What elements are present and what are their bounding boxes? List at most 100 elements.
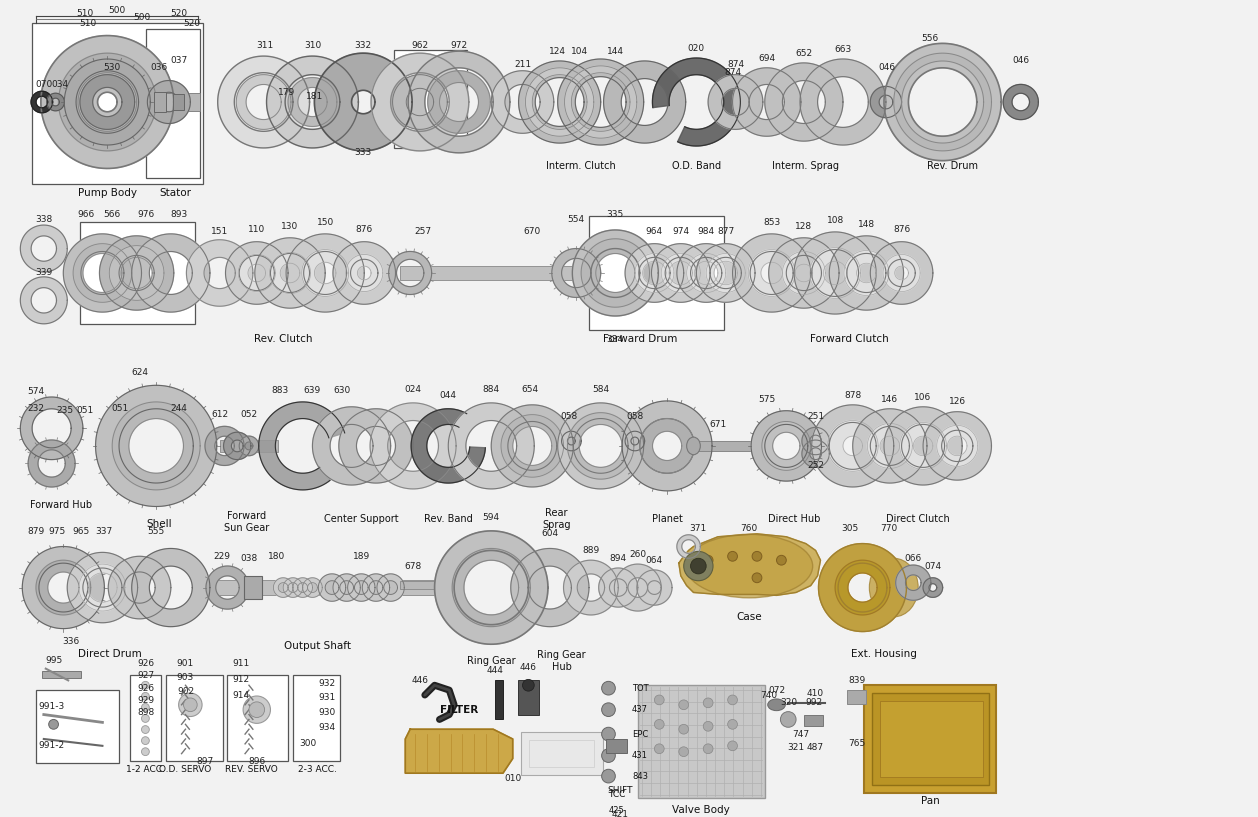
Polygon shape: [893, 53, 991, 151]
Text: 760: 760: [741, 525, 757, 534]
Text: 446: 446: [520, 663, 537, 672]
Polygon shape: [518, 61, 600, 143]
Text: 336: 336: [63, 636, 79, 645]
Polygon shape: [871, 87, 902, 118]
Circle shape: [752, 551, 762, 561]
Polygon shape: [492, 405, 574, 487]
Circle shape: [727, 741, 737, 751]
Polygon shape: [377, 574, 404, 601]
Text: 337: 337: [96, 528, 113, 537]
Text: Pump Body: Pump Body: [78, 188, 137, 198]
Text: Forward Drum: Forward Drum: [603, 334, 677, 345]
Text: 903: 903: [177, 673, 194, 682]
Text: 574: 574: [28, 386, 44, 395]
Text: 070: 070: [35, 80, 53, 89]
Text: 992: 992: [805, 699, 823, 708]
Bar: [496, 681, 503, 720]
Polygon shape: [819, 543, 907, 632]
Bar: [293, 676, 340, 761]
Polygon shape: [362, 574, 390, 601]
Polygon shape: [20, 277, 67, 324]
Polygon shape: [492, 71, 554, 133]
Polygon shape: [96, 386, 216, 507]
Polygon shape: [794, 232, 876, 314]
Text: 671: 671: [710, 420, 727, 429]
Text: 058: 058: [561, 412, 577, 421]
Text: 146: 146: [882, 395, 898, 404]
Polygon shape: [42, 36, 174, 168]
Text: 765: 765: [848, 739, 866, 748]
Text: 670: 670: [523, 227, 541, 236]
Text: 770: 770: [881, 525, 897, 534]
Text: 130: 130: [282, 221, 298, 230]
Text: 902: 902: [177, 686, 194, 695]
Polygon shape: [333, 574, 360, 601]
Circle shape: [141, 748, 150, 756]
Circle shape: [141, 703, 150, 712]
Text: 020: 020: [688, 44, 704, 53]
Text: 321: 321: [788, 743, 805, 752]
Circle shape: [141, 737, 150, 744]
Polygon shape: [599, 568, 638, 607]
Text: 694: 694: [759, 54, 775, 63]
Text: TOT: TOT: [632, 684, 649, 693]
Text: Ext. Housing: Ext. Housing: [852, 649, 917, 659]
Text: 181: 181: [306, 92, 323, 100]
Text: 853: 853: [764, 217, 780, 226]
Text: Rear
Sprag: Rear Sprag: [542, 508, 571, 530]
Text: 530: 530: [103, 64, 121, 73]
Polygon shape: [604, 61, 686, 143]
Text: 066: 066: [905, 554, 922, 563]
Polygon shape: [286, 234, 365, 312]
Circle shape: [683, 551, 713, 581]
Circle shape: [654, 695, 664, 705]
FancyBboxPatch shape: [521, 732, 603, 775]
Polygon shape: [899, 422, 946, 469]
Text: Planet: Planet: [652, 514, 683, 525]
Text: 332: 332: [355, 41, 372, 50]
Polygon shape: [923, 412, 991, 480]
Text: 425: 425: [609, 806, 624, 815]
Text: 965: 965: [72, 528, 89, 537]
Bar: [228, 676, 288, 761]
Text: Rev. Clutch: Rev. Clutch: [254, 334, 312, 345]
Polygon shape: [132, 234, 210, 312]
Polygon shape: [269, 252, 311, 293]
Text: 2-3 ACC.: 2-3 ACC.: [298, 765, 337, 774]
Text: 639: 639: [304, 386, 321, 395]
Text: Valve Body: Valve Body: [673, 806, 730, 815]
Polygon shape: [333, 242, 395, 304]
Text: 584: 584: [593, 385, 609, 394]
Text: 311: 311: [255, 41, 273, 50]
Polygon shape: [225, 242, 288, 304]
Polygon shape: [206, 566, 249, 609]
Polygon shape: [765, 63, 843, 141]
Text: 058: 058: [626, 412, 644, 421]
Bar: [400, 581, 444, 588]
Bar: [159, 93, 200, 111]
Text: 179: 179: [278, 87, 294, 96]
Polygon shape: [338, 408, 413, 483]
Text: Pan: Pan: [921, 796, 940, 806]
Polygon shape: [732, 234, 810, 312]
Text: 110: 110: [248, 225, 265, 234]
Polygon shape: [623, 401, 712, 491]
Polygon shape: [751, 411, 821, 481]
Text: 334: 334: [606, 335, 624, 344]
Circle shape: [141, 715, 150, 722]
Text: 232: 232: [28, 404, 44, 413]
Polygon shape: [625, 243, 683, 302]
Polygon shape: [708, 74, 762, 129]
Circle shape: [780, 712, 796, 727]
Text: 874: 874: [725, 68, 741, 78]
Polygon shape: [347, 574, 375, 601]
Text: 052: 052: [240, 410, 258, 419]
Polygon shape: [293, 578, 312, 597]
Text: 934: 934: [318, 723, 336, 732]
Polygon shape: [239, 436, 259, 456]
Bar: [400, 266, 591, 279]
Text: 010: 010: [504, 774, 521, 783]
Text: 235: 235: [57, 406, 74, 415]
Bar: [244, 576, 262, 600]
Polygon shape: [288, 78, 337, 127]
